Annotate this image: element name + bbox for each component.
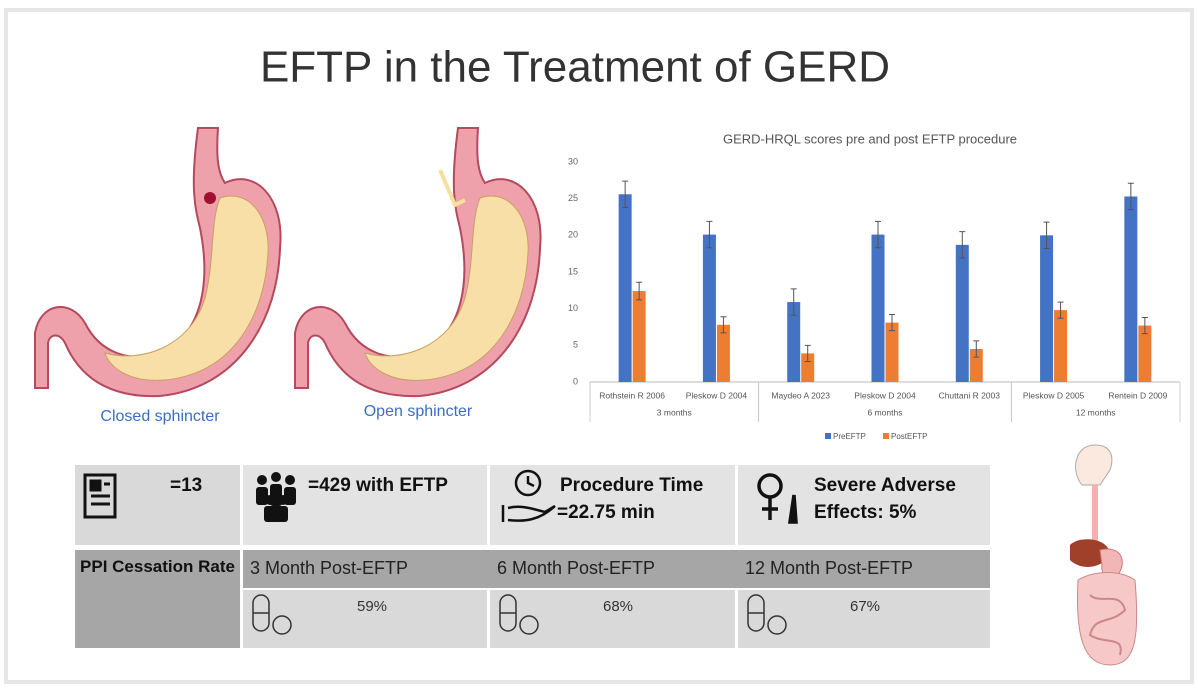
illustration-caption: Open sphincter [364,403,473,420]
procedure-time-value: =22.75 min [557,502,655,524]
y-tick-label: 15 [568,266,578,276]
y-tick-label: 10 [568,303,578,313]
closed-sphincter-marker [204,192,216,204]
bar [886,323,899,382]
slide-title: EFTP in the Treatment of GERD [260,43,890,92]
digestive-system-illustration [1070,445,1137,665]
bar [956,245,969,382]
bar [1040,235,1053,382]
y-tick-label: 20 [568,230,578,240]
legend-label: PreEFTP [833,432,866,441]
y-tick-label: 0 [573,376,578,386]
group-label: 6 months [868,407,903,417]
ppi-label: PPI Cessation Rate [80,556,235,578]
study-count: =13 [170,475,202,497]
column-header: 3 Month Post-EFTP [250,558,408,579]
group-label: 12 months [1076,407,1116,417]
legend-swatch [883,433,889,439]
cessation-rate: 59% [357,598,387,615]
closed-stomach-illustration [35,128,281,396]
x-tick-label: Chuttani R 2003 [939,390,1001,400]
legend-label: PostEFTP [891,432,927,441]
bar [717,325,730,382]
chart-title: GERD-HRQL scores pre and post EFTP proce… [723,131,1017,146]
x-tick-label: Pleskow D 2005 [1023,390,1085,400]
column-header: 6 Month Post-EFTP [497,558,655,579]
column-header: 12 Month Post-EFTP [745,558,913,579]
x-tick-label: Rothstein R 2006 [599,390,665,400]
y-tick-label: 25 [568,193,578,203]
adverse-effects-label: Severe Adverse [814,475,956,497]
x-tick-label: Pleskow D 2004 [854,390,916,400]
open-stomach-illustration [295,128,541,396]
legend-swatch [825,433,831,439]
patient-count: =429 with EFTP [308,475,448,497]
adverse-effects-value: Effects: 5% [814,502,916,524]
bar [872,235,885,382]
bar [1124,196,1137,382]
procedure-time-label: Procedure Time [560,475,703,497]
cessation-rate: 67% [850,598,880,615]
group-label: 3 months [657,407,692,417]
bar [619,194,632,382]
bar [703,235,716,382]
x-tick-label: Maydeo A 2023 [771,390,830,400]
y-tick-label: 5 [573,340,578,350]
cessation-rate: 68% [603,598,633,615]
x-tick-label: Pleskow D 2004 [686,390,748,400]
bar [1054,310,1067,382]
x-tick-label: Rentein D 2009 [1108,390,1167,400]
slide: EFTP in the Treatment of GERD Closed sph… [0,0,1198,688]
slide-art: EFTP in the Treatment of GERD Closed sph… [0,0,1198,688]
bar [633,291,646,382]
y-tick-label: 30 [568,156,578,166]
illustration-caption: Closed sphincter [100,408,220,425]
